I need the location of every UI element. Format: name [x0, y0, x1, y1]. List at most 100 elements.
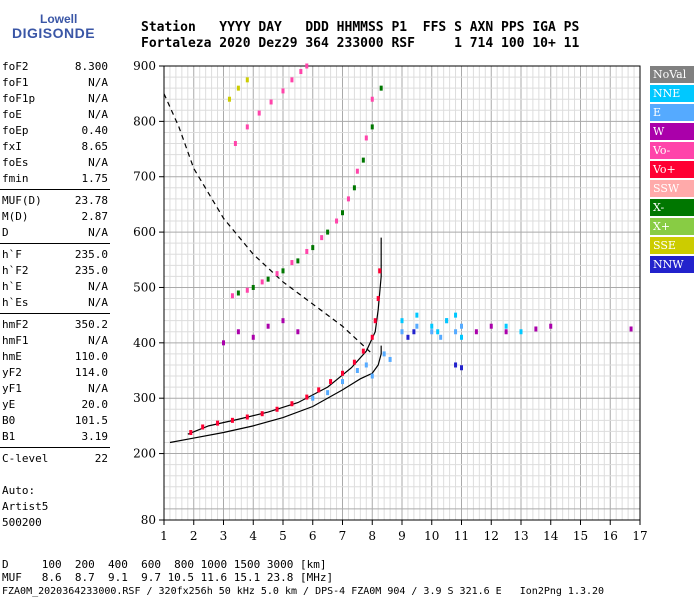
param-value: N/A	[88, 156, 108, 169]
data-point	[373, 318, 377, 324]
x-tick-label: 10	[424, 529, 439, 543]
param-value: 0.40	[81, 124, 109, 137]
x-tick-label: 13	[513, 529, 528, 543]
y-tick-label: 80	[141, 513, 156, 527]
data-point	[406, 334, 410, 340]
data-point	[296, 329, 300, 335]
data-point	[311, 395, 315, 401]
trace-line	[187, 237, 382, 435]
data-point	[245, 287, 249, 293]
param-value: 3.19	[81, 430, 109, 443]
param-row: M(D) 2.87	[2, 210, 108, 226]
data-point	[275, 406, 279, 412]
x-tick-label: 14	[543, 529, 559, 543]
legend-item: NNE	[650, 85, 694, 102]
data-point	[341, 210, 344, 216]
param-value: 350.2	[74, 318, 108, 331]
trace-line	[169, 345, 382, 444]
param-value: 8.65	[81, 140, 109, 153]
header-line-2: Fortaleza 2020 Dez29 364 233000 RSF 1 71…	[141, 36, 580, 51]
data-point	[376, 296, 380, 302]
param-row: yE 20.0	[2, 398, 108, 414]
data-point	[227, 96, 231, 102]
data-point	[439, 334, 443, 340]
data-point	[305, 248, 309, 254]
data-point	[355, 368, 359, 374]
logo-digisonde: DIGISONDE	[12, 25, 96, 41]
data-point	[290, 77, 294, 83]
data-point	[341, 370, 344, 376]
data-point	[460, 334, 463, 340]
param-row: MUF(D) 23.78	[2, 194, 108, 210]
x-tick-label: 8	[368, 529, 376, 543]
data-point	[388, 356, 392, 362]
legend-item: Vo+	[650, 161, 694, 178]
data-point	[361, 348, 365, 354]
param-row: foF2 8.300	[2, 60, 108, 76]
logo-lowell: Lowell	[40, 12, 78, 26]
param-row: C-level 22	[2, 452, 108, 468]
x-tick-label: 6	[309, 529, 317, 543]
data-point	[370, 124, 374, 130]
param-separator	[0, 313, 110, 314]
param-name: D	[2, 226, 9, 239]
param-row: B0 101.5	[2, 414, 108, 430]
param-row: foE N/A	[2, 108, 108, 124]
param-name: B0	[2, 414, 16, 427]
data-point	[260, 279, 264, 285]
param-row: hmE 110.0	[2, 350, 108, 366]
data-point	[382, 351, 386, 357]
param-value: N/A	[88, 76, 108, 89]
x-tick-label: 2	[190, 529, 198, 543]
data-point	[415, 323, 419, 329]
y-tick-label: 500	[133, 280, 156, 294]
legend-item: W	[650, 123, 694, 140]
data-point	[245, 414, 249, 420]
data-point	[311, 245, 315, 251]
data-point	[430, 329, 434, 335]
param-row: h`F2 235.0	[2, 264, 108, 280]
data-point	[379, 85, 383, 91]
param-value: N/A	[88, 280, 108, 293]
data-point	[454, 329, 458, 335]
data-point	[370, 334, 374, 340]
legend-item: E	[650, 104, 694, 121]
file-info-row: FZA0M_2020364233000.RSF / 320fx256h 50 k…	[2, 586, 605, 597]
param-name: fxI	[2, 140, 22, 153]
legend-item: X+	[650, 218, 694, 235]
legend-item: X-	[650, 199, 694, 216]
param-value: 8.300	[74, 60, 108, 73]
data-point	[281, 88, 285, 94]
param-name: foEp	[2, 124, 29, 137]
data-point	[361, 157, 365, 163]
data-point	[230, 293, 234, 299]
y-tick-label: 400	[133, 336, 156, 350]
param-name: h`E	[2, 280, 22, 293]
data-point	[275, 271, 279, 277]
data-point	[364, 135, 368, 141]
y-tick-label: 900	[133, 59, 156, 73]
data-point	[305, 63, 309, 69]
y-tick-label: 200	[133, 447, 156, 461]
param-value: 110.0	[74, 350, 108, 363]
data-point	[474, 329, 478, 335]
data-point	[352, 359, 356, 365]
param-row: h`Es N/A	[2, 296, 108, 312]
data-point	[489, 323, 493, 329]
param-name: foE	[2, 108, 22, 121]
param-separator	[0, 447, 110, 448]
x-tick-label: 5	[279, 529, 287, 543]
param-separator	[0, 189, 110, 190]
data-point	[281, 268, 285, 274]
x-tick-label: 9	[398, 529, 406, 543]
y-tick-label: 800	[133, 114, 156, 128]
trace-line	[163, 93, 373, 355]
data-point	[189, 430, 193, 436]
param-name: hmE	[2, 350, 22, 363]
param-name: yE	[2, 398, 16, 411]
param-value: N/A	[88, 92, 108, 105]
param-name: hmF1	[2, 334, 29, 347]
param-name: fmin	[2, 172, 29, 185]
param-value: 235.0	[74, 248, 108, 261]
legend-item: SSW	[650, 180, 694, 197]
